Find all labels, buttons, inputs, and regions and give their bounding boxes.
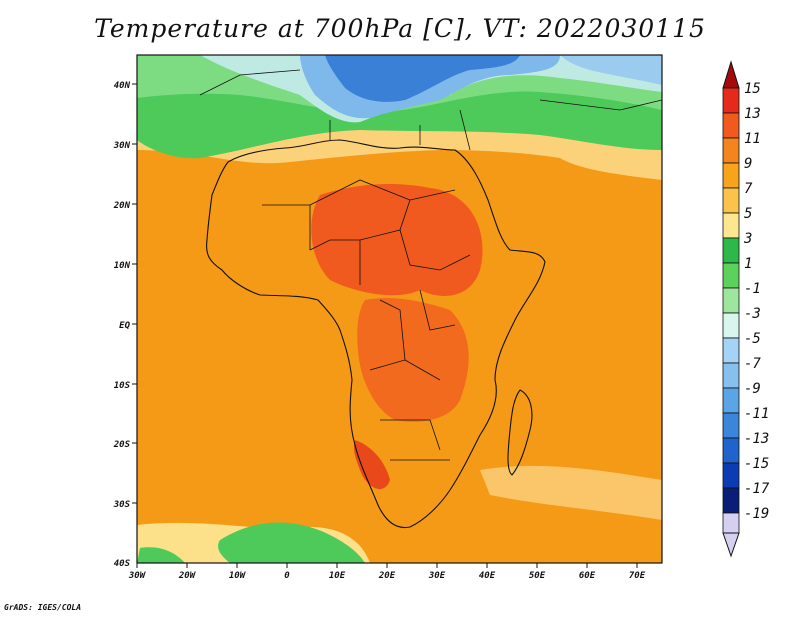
lat-label: 30N — [113, 141, 131, 151]
colorbar-bottom-triangle — [722, 532, 740, 558]
lat-label: 40S — [114, 559, 131, 569]
lat-label: EQ — [119, 321, 130, 331]
colorbar-swatch — [722, 387, 740, 414]
lon-label: 10W — [229, 571, 247, 581]
colorbar-swatch — [722, 162, 740, 189]
lon-label: 30W — [128, 571, 147, 581]
colorbar-label: -13 — [744, 431, 769, 447]
colorbar-swatch — [722, 212, 740, 239]
colorbar-swatch — [722, 337, 740, 364]
lat-label: 20N — [113, 201, 131, 211]
lon-label: 10E — [329, 571, 346, 581]
colorbar-swatch — [722, 462, 740, 489]
colorbar-swatch — [722, 187, 740, 214]
colorbar-swatch — [722, 137, 740, 164]
colorbar-label: 11 — [744, 131, 761, 147]
lon-label: 20E — [378, 571, 396, 581]
colorbar-swatch — [722, 312, 740, 339]
colorbar-label: -3 — [744, 306, 761, 322]
map-title: Temperature at 700hPa [C], VT: 202203011… — [94, 14, 706, 43]
colorbar-label: -9 — [744, 381, 761, 397]
colorbar-label: -17 — [744, 481, 770, 497]
lat-label: 30S — [113, 500, 131, 510]
colorbar-swatch — [722, 512, 740, 534]
coastlines — [199, 69, 662, 529]
colorbar-swatch — [722, 87, 740, 114]
colorbar-swatch — [722, 412, 740, 439]
colorbar-label: -5 — [744, 331, 761, 347]
colorbar-label: -15 — [744, 456, 769, 472]
grads-credit: GrADS: IGES/COLA — [4, 603, 82, 612]
lat-label: 20S — [113, 440, 131, 450]
colorbar-label: 3 — [743, 231, 752, 247]
colorbar-label: 15 — [744, 81, 761, 97]
colorbar-label: 7 — [744, 181, 753, 197]
colorbar: 15 13 11 9 7 5 3 1 -1 -3 -5 -7 -9 -11 -1… — [722, 60, 770, 558]
colorbar-swatch — [722, 487, 740, 514]
lon-axis: 30W 20W 10W 0 10E 20E 30E 40E 50E 60E 70… — [128, 563, 646, 581]
lon-label: 70E — [629, 571, 646, 581]
colorbar-label: -7 — [744, 356, 761, 372]
lat-axis: 40N 30N 20N 10N EQ 10S 20S 30S 40S — [113, 81, 137, 569]
temperature-field — [137, 55, 662, 563]
colorbar-label: -1 — [744, 281, 761, 297]
colorbar-label: -19 — [744, 506, 769, 522]
colorbar-swatch — [722, 437, 740, 464]
colorbar-label: 9 — [744, 156, 752, 172]
lon-label: 50E — [529, 571, 546, 581]
colorbar-swatch — [722, 262, 740, 289]
lon-label: 0 — [284, 571, 290, 581]
colorbar-label: -11 — [744, 406, 769, 422]
lon-label: 40E — [479, 571, 496, 581]
colorbar-top-triangle — [722, 60, 740, 89]
lat-label: 10N — [114, 261, 131, 271]
lon-label: 30E — [428, 571, 446, 581]
map-frame — [136, 54, 663, 564]
colorbar-label: 13 — [744, 106, 761, 122]
colorbar-swatch — [722, 362, 740, 389]
colorbar-swatch — [722, 112, 740, 139]
colorbar-swatch — [722, 237, 740, 264]
lon-label: 20W — [178, 571, 197, 581]
lon-label: 60E — [579, 571, 596, 581]
colorbar-swatch — [722, 287, 740, 314]
colorbar-label: 1 — [744, 256, 752, 272]
lat-label: 10S — [114, 381, 131, 391]
colorbar-label: 5 — [744, 206, 752, 222]
lat-label: 40N — [114, 81, 131, 91]
